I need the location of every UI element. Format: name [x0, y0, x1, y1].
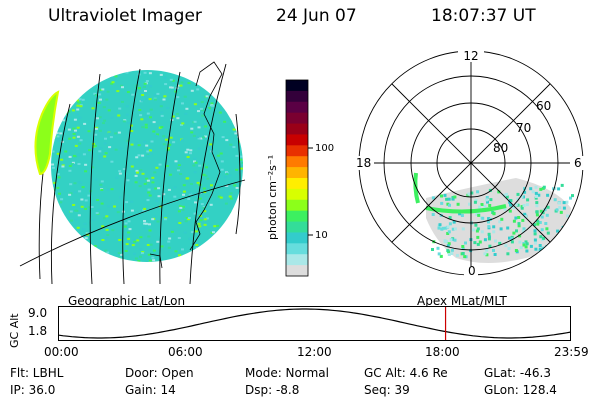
colorbar-band [286, 178, 308, 190]
colorbar-tick-label: 100 [315, 143, 334, 154]
time-tick-1200: 12:00 [297, 345, 332, 359]
colorbar-band [286, 134, 308, 146]
gc-alt-status: GC Alt: 4.6 Re [364, 366, 448, 380]
colorbar-band [286, 123, 308, 135]
gc-alt-tick-high: 9.0 [28, 306, 48, 320]
orbit-altitude-timeline [58, 306, 572, 341]
colorbar-band [286, 232, 308, 244]
dsp-status: Dsp: -8.8 [245, 383, 300, 397]
mlt-label-12: 12 [463, 49, 478, 63]
colorbar-band [286, 265, 308, 277]
colorbar-tick-label: 10 [315, 230, 328, 241]
colorbar-bands [286, 80, 308, 277]
colorbar-band [286, 221, 308, 233]
colorbar-band [286, 145, 308, 157]
gain-status: Gain: 14 [125, 383, 176, 397]
colorbar-band [286, 101, 308, 114]
glat-status: GLat: -46.3 [484, 366, 551, 380]
limb-aurora [34, 90, 60, 176]
geographic-label: Geographic Lat/Lon [68, 294, 186, 308]
colorbar-band [286, 254, 308, 266]
colorbar-band [286, 90, 308, 103]
instrument-title: Ultraviolet Imager [48, 6, 202, 26]
ip-status: IP: 36.0 [10, 383, 56, 397]
colorbar-band [286, 112, 308, 125]
time-tick-0600: 06:00 [168, 345, 203, 359]
colorbar-frame [285, 79, 309, 277]
image-time: 18:07:37 UT [431, 6, 536, 26]
gc-alt-axis-title: GC Alt [8, 313, 21, 348]
lat-label-70: 70 [516, 121, 531, 135]
filter-status: Flt: LBHL [10, 366, 64, 380]
time-tick-1800: 18:00 [425, 345, 460, 359]
geographic-globe-image [19, 61, 246, 284]
sequence-status: Seq: 39 [364, 383, 410, 397]
colorbar-band [286, 199, 308, 212]
lat-label-60: 60 [536, 99, 551, 113]
apex-polar-plot: 12 18 6 0 60 70 80 [356, 48, 586, 278]
colorbar-band [286, 188, 308, 201]
colorbar-band [286, 210, 308, 223]
mlt-label-18: 18 [356, 156, 371, 170]
mlt-spokes [359, 51, 583, 275]
meridian-lines [38, 63, 241, 284]
colorbar-band [286, 80, 308, 92]
time-tick-2359: 23:59 [554, 345, 589, 359]
mode-status: Mode: Normal [245, 366, 329, 380]
image-date: 24 Jun 07 [276, 6, 357, 26]
glon-status: GLon: 128.4 [484, 383, 557, 397]
coastline [189, 61, 223, 251]
time-tick-0000: 00:00 [44, 345, 79, 359]
mlt-label-6: 6 [574, 156, 582, 170]
colorbar-band [286, 156, 308, 168]
lat-label-80: 80 [493, 141, 508, 155]
intensity-colorbar: 100 10 [285, 79, 334, 277]
apex-label: Apex MLat/MLT [417, 294, 507, 308]
colorbar-band [286, 167, 308, 179]
altitude-curve [58, 308, 572, 339]
gc-alt-tick-low: 1.8 [28, 324, 48, 338]
colorbar-band [286, 243, 308, 255]
colorbar-unit-label: photon cm⁻²s⁻¹ [266, 154, 279, 240]
latitude-line [19, 179, 246, 267]
door-status: Door: Open [125, 366, 194, 380]
mlt-label-0: 0 [468, 264, 476, 278]
